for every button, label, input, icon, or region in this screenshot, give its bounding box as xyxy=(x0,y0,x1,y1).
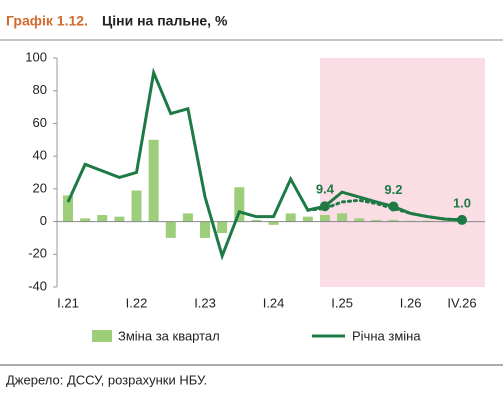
x-tick-label: I.22 xyxy=(126,295,148,310)
chart-title: Ціни на пальне, % xyxy=(102,13,228,29)
bar xyxy=(200,222,210,238)
y-tick-label: -20 xyxy=(28,246,47,261)
bar xyxy=(132,190,142,221)
forecast-shade xyxy=(320,58,485,287)
bar xyxy=(217,222,227,233)
y-tick-label: 80 xyxy=(33,82,47,97)
value-label: 1.0 xyxy=(453,195,471,210)
bar xyxy=(166,222,176,238)
y-tick-label: 20 xyxy=(33,180,47,195)
value-label: 9.2 xyxy=(384,182,402,197)
bar xyxy=(303,217,313,222)
y-tick-label: -40 xyxy=(28,278,47,293)
legend-label: Зміна за квартал xyxy=(118,328,220,343)
y-tick-label: 40 xyxy=(33,148,47,163)
bar xyxy=(337,213,347,221)
bar xyxy=(234,187,244,221)
bar xyxy=(114,217,124,222)
x-tick-label: I.23 xyxy=(194,295,216,310)
value-label: 9.4 xyxy=(316,182,335,197)
y-tick-label: 100 xyxy=(25,49,47,64)
x-tick-label: I.25 xyxy=(331,295,353,310)
bar xyxy=(286,213,296,221)
bar xyxy=(320,215,330,222)
x-tick-label: I.21 xyxy=(57,295,79,310)
source: Джерело: ДССУ, розрахунки НБУ. xyxy=(6,372,207,387)
x-tick-label: IV.26 xyxy=(447,295,476,310)
bar xyxy=(149,140,159,222)
x-tick-label: I.26 xyxy=(400,295,422,310)
bar xyxy=(183,213,193,221)
y-tick-label: 0 xyxy=(40,213,47,228)
chart-title-number: Графік 1.12. xyxy=(6,13,88,29)
bar xyxy=(97,215,107,222)
legend-swatch xyxy=(92,330,112,342)
x-tick-label: I.24 xyxy=(263,295,285,310)
legend-label: Річна зміна xyxy=(352,328,421,343)
y-tick-label: 60 xyxy=(33,115,47,130)
